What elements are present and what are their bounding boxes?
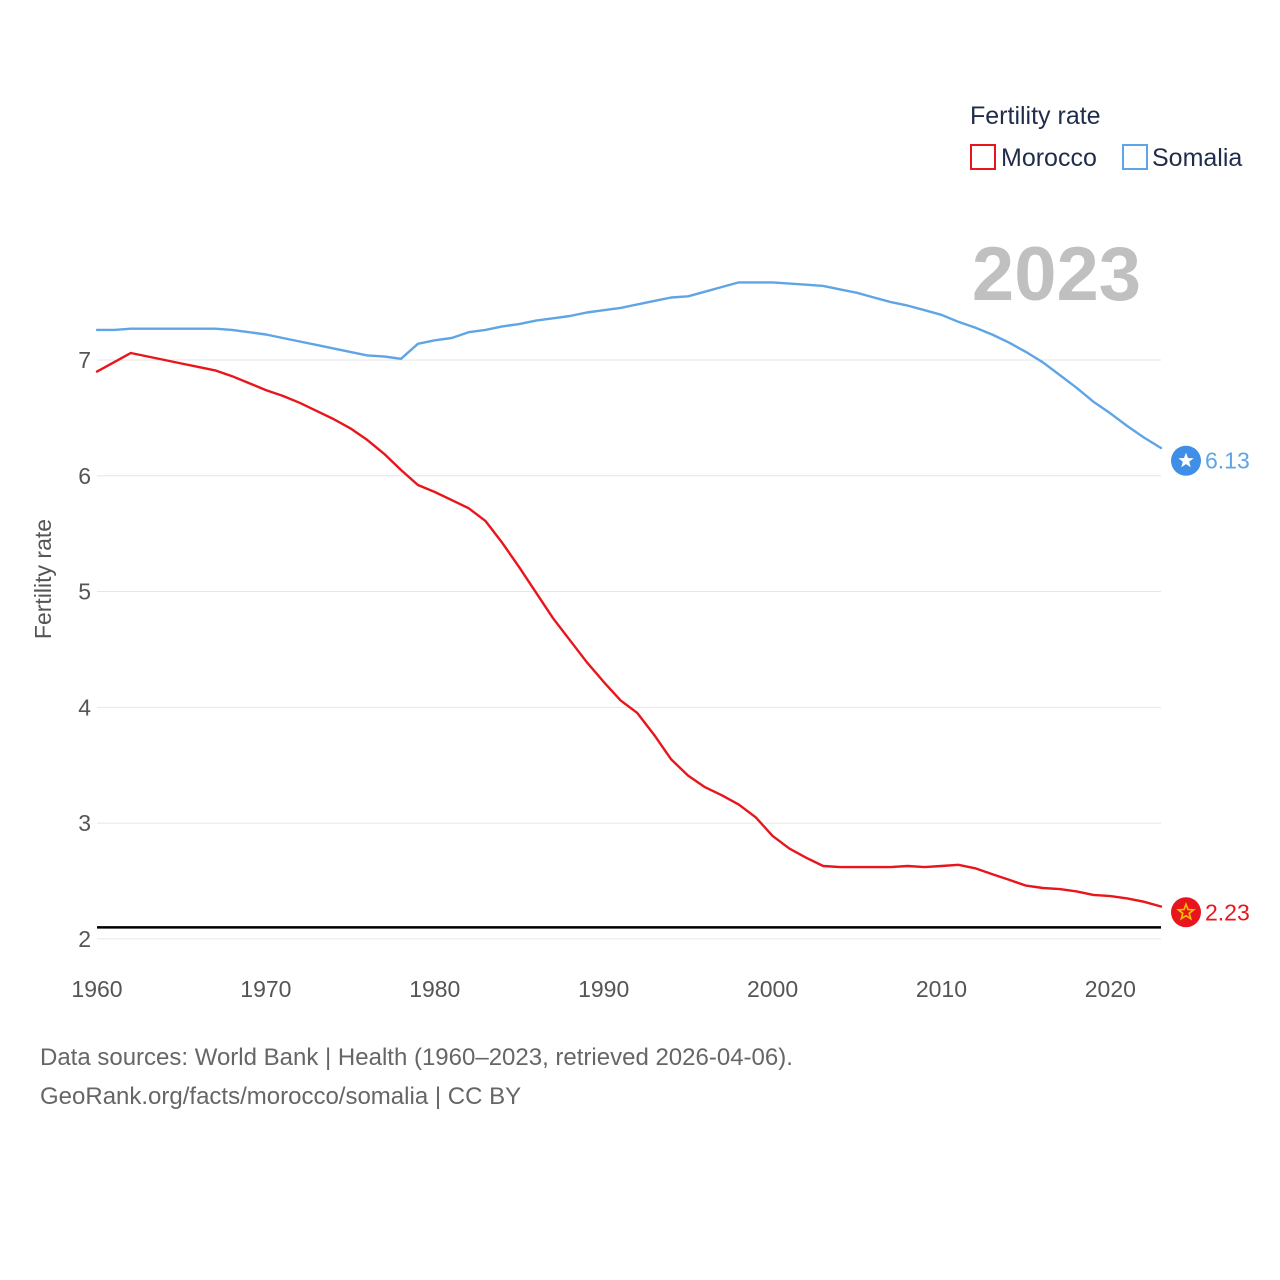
x-tick-label-1990: 1990 (578, 976, 629, 1002)
y-axis-title: Fertility rate (30, 519, 56, 639)
series-line-morocco[interactable] (95, 351, 1163, 908)
legend-swatch-somalia[interactable] (1122, 144, 1148, 170)
series-line-somalia[interactable] (95, 281, 1163, 450)
series-endpoints: 2.23 6.13 (1171, 445, 1250, 928)
legend-title: Fertility rate (970, 102, 1101, 130)
morocco-flag-icon (1171, 897, 1201, 928)
source-link[interactable]: GeoRank.org/facts/morocco/somalia | CC B… (40, 1083, 522, 1110)
series-lines (95, 281, 1163, 908)
year-label: 2023 (972, 232, 1141, 317)
legend-label-somalia[interactable]: Somalia (1152, 144, 1242, 172)
x-axis-ticks: 1960 1970 1980 1990 2000 2010 2020 (71, 976, 1136, 1002)
y-tick-label-3: 3 (78, 810, 91, 836)
x-tick-label-1980: 1980 (409, 976, 460, 1002)
somalia-flag-icon (1171, 445, 1201, 476)
somalia-end-value: 6.13 (1205, 448, 1250, 474)
legend-swatch-morocco[interactable] (970, 144, 996, 170)
star-outline-icon (1176, 902, 1196, 921)
star-icon (1178, 452, 1194, 468)
y-axis-ticks: 2 3 4 5 6 7 (78, 347, 91, 952)
x-tick-label-2020: 2020 (1085, 976, 1136, 1002)
data-sources-note: Data sources: World Bank | Health (1960–… (40, 1044, 793, 1071)
x-tick-label-2000: 2000 (747, 976, 798, 1002)
x-tick-label-2010: 2010 (916, 976, 967, 1002)
x-tick-label-1970: 1970 (240, 976, 291, 1002)
x-tick-label-1960: 1960 (71, 976, 122, 1002)
legend: Fertility rate Morocco Somalia (970, 102, 1242, 172)
y-tick-label-2: 2 (78, 926, 91, 952)
legend-label-morocco[interactable]: Morocco (1001, 144, 1097, 172)
y-tick-label-5: 5 (78, 579, 91, 605)
morocco-flag-circle (1171, 897, 1201, 928)
y-tick-label-4: 4 (78, 694, 91, 720)
morocco-end-value: 2.23 (1205, 899, 1250, 925)
y-tick-label-7: 7 (78, 347, 91, 373)
y-tick-label-6: 6 (78, 463, 91, 489)
grid-lines (97, 359, 1161, 940)
